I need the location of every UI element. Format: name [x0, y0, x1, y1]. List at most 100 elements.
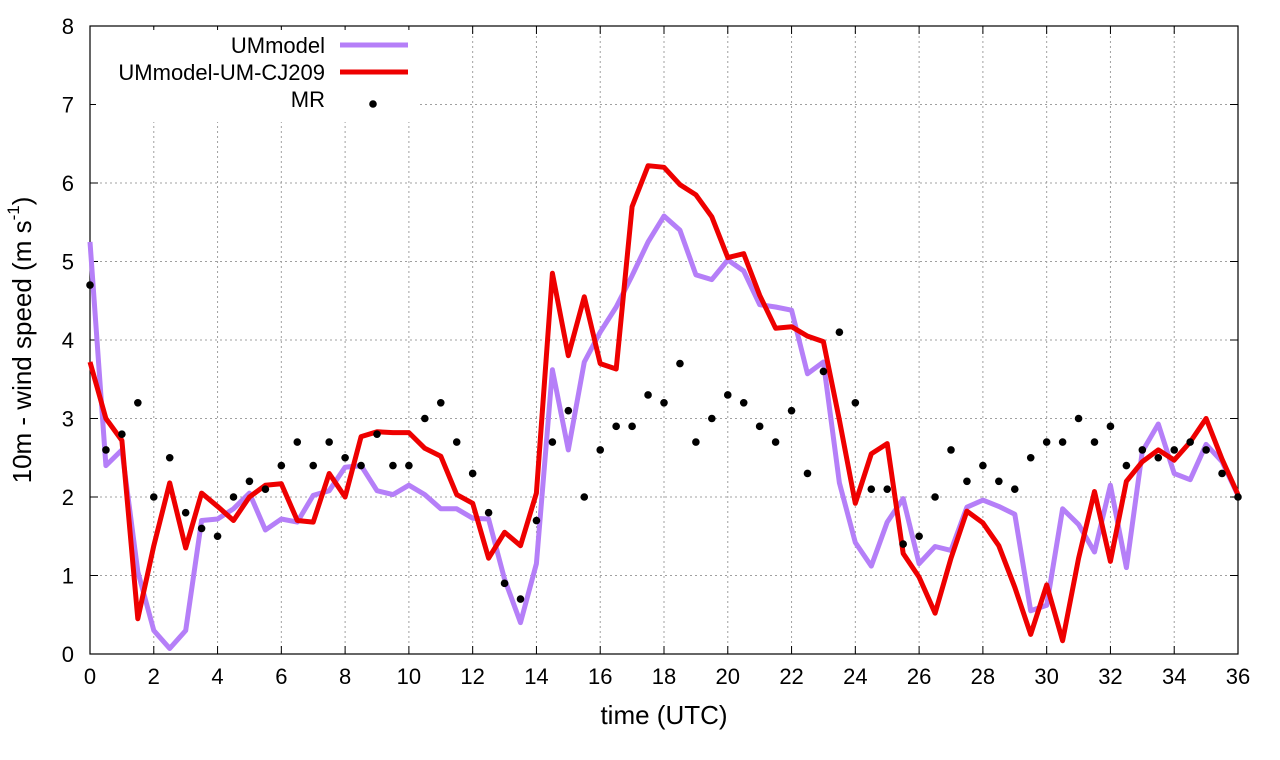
mr-point [963, 477, 971, 486]
x-tick-label: 4 [211, 664, 223, 689]
mr-point [405, 461, 413, 470]
mr-point [1218, 469, 1226, 478]
mr-point [899, 540, 907, 548]
mr-point [341, 453, 349, 462]
y-axis-label-suffix: ) [7, 197, 37, 206]
mr-point [1106, 422, 1115, 431]
mr-point [389, 461, 397, 470]
mr-point [1234, 493, 1242, 501]
x-tick-label: 28 [971, 664, 995, 689]
x-tick-label: 24 [843, 664, 867, 689]
mr-point [245, 477, 254, 486]
mr-point [708, 414, 716, 423]
x-tick-label: 2 [148, 664, 160, 689]
y-tick-label: 1 [62, 564, 74, 589]
mr-point [118, 430, 126, 439]
mr-point [676, 359, 684, 368]
y-tick-label: 7 [62, 93, 74, 118]
y-tick-label: 6 [62, 171, 74, 196]
mr-point [197, 524, 206, 533]
series-line-ummodel-um-cj209 [87, 163, 1241, 644]
x-tick-label: 18 [652, 664, 676, 689]
mr-point [149, 493, 158, 501]
mr-point [1090, 438, 1099, 446]
mr-point [915, 532, 923, 541]
mr-point [532, 516, 541, 525]
series-line-ummodel [87, 213, 1241, 651]
x-tick-label: 26 [907, 664, 931, 689]
mr-point [452, 438, 461, 446]
mr-point [500, 579, 509, 588]
x-tick-label: 20 [716, 664, 740, 689]
y-axis-label-sup: -1 [4, 205, 23, 220]
legend-label-ummodel: UMmodel [231, 33, 325, 58]
y-axis-label-prefix: 10m - wind speed (m s [7, 220, 37, 483]
mr-point [277, 461, 286, 470]
mr-point [1170, 446, 1179, 454]
x-tick-label: 34 [1162, 664, 1186, 689]
mr-point [373, 430, 381, 439]
mr-point [995, 477, 1003, 486]
mr-point [484, 508, 493, 517]
y-axis-label: 10m - wind speed (m s-1) [4, 197, 36, 484]
mr-point [787, 406, 796, 415]
mr-point [134, 399, 142, 407]
mr-point [436, 399, 445, 407]
mr-point [1026, 453, 1035, 462]
mr-point [102, 446, 110, 454]
x-tick-label: 30 [1034, 664, 1058, 689]
mr-point [612, 422, 620, 431]
mr-point [229, 493, 238, 501]
mr-point [165, 453, 174, 462]
mr-point [692, 438, 700, 446]
mr-point [931, 493, 939, 501]
mr-point [628, 422, 636, 431]
legend-label-ummodel-um-cj209: UMmodel-UM-CJ209 [118, 60, 325, 85]
legend-swatch-mr [369, 100, 377, 108]
mr-point [755, 422, 764, 431]
y-tick-label: 0 [62, 642, 74, 667]
mr-point [516, 595, 525, 603]
y-tick-label: 3 [62, 407, 74, 432]
mr-point [723, 391, 732, 399]
x-tick-label: 6 [275, 664, 287, 689]
mr-point [1010, 485, 1019, 493]
mr-point [580, 493, 589, 501]
mr-point [86, 281, 94, 289]
mr-point [548, 438, 557, 446]
mr-point [1154, 453, 1163, 462]
mr-point [261, 485, 270, 493]
mr-point [293, 438, 302, 446]
mr-point [1074, 414, 1083, 423]
x-tick-label: 14 [524, 664, 548, 689]
mr-point [1138, 446, 1147, 454]
legend-label-mr: MR [291, 87, 325, 112]
x-tick-label: 32 [1098, 664, 1122, 689]
x-tick-label: 12 [460, 664, 484, 689]
mr-point [835, 328, 844, 336]
mr-point [851, 399, 860, 407]
mr-point [325, 438, 333, 446]
x-tick-label: 16 [588, 664, 612, 689]
mr-point [883, 485, 892, 493]
x-tick-label: 10 [397, 664, 421, 689]
mr-point [819, 367, 828, 376]
y-tick-label: 4 [62, 328, 74, 353]
mr-point [947, 446, 955, 454]
mr-point [181, 508, 190, 517]
mr-point [1202, 446, 1210, 454]
y-tick-label: 8 [62, 14, 74, 39]
x-tick-label: 36 [1226, 664, 1250, 689]
mr-point [596, 446, 605, 454]
x-tick-label: 0 [84, 664, 96, 689]
y-tick-label: 2 [62, 485, 74, 510]
mr-point [644, 391, 652, 399]
x-tick-label: 22 [779, 664, 803, 689]
mr-point [1186, 438, 1194, 446]
series-layer [86, 163, 1242, 651]
mr-point [564, 406, 573, 415]
y-tick-label: 5 [62, 250, 74, 275]
axis-ticks: 0 2 4 6 8 10 12 14 16 18 20 22 24 26 28 30 32 34 360123456… [62, 14, 1250, 689]
